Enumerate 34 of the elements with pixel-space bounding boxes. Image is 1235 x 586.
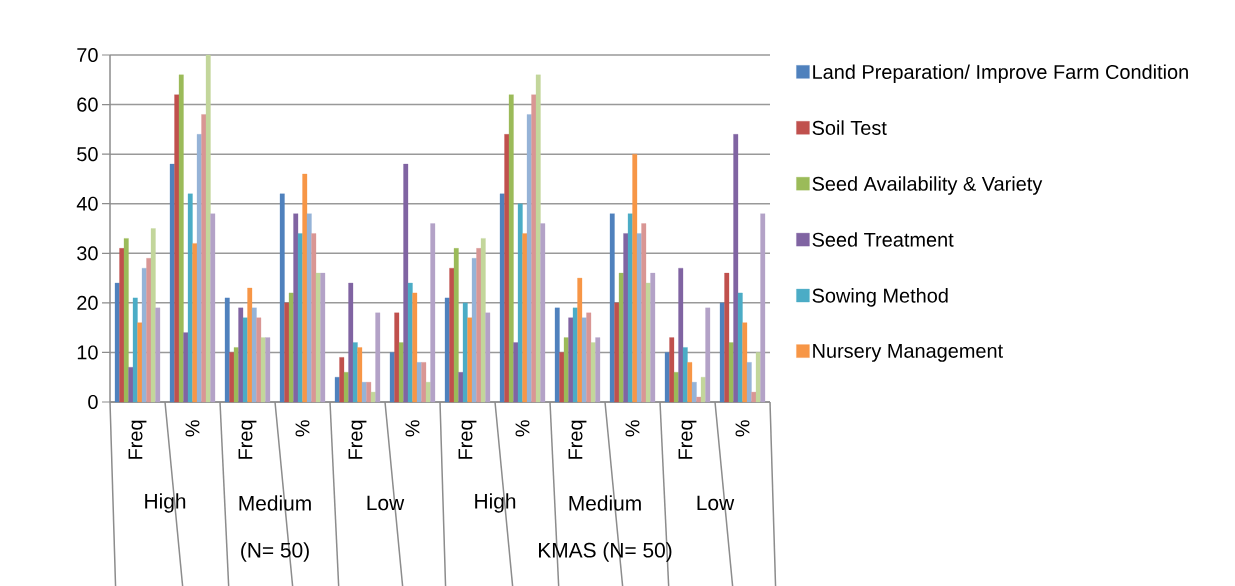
text: Medium [569,495,641,511]
y-tick-label: 70 [77,47,98,63]
x-tick-label: % [625,420,640,437]
x-tick-label: Freq [458,420,477,459]
x-tick-label: % [185,420,200,437]
x-tick-label: % [515,420,530,437]
x-tick-label: % [295,420,310,437]
x-tick-label: % [735,420,750,437]
text: KMAS (N= 50) [539,542,672,562]
legend-label: Sowing Method [812,288,948,307]
x-tick-label: Freq [348,420,367,459]
x-tick-label: Freq [678,420,697,459]
text: High [145,493,186,513]
y-tick-label: 10 [77,345,98,360]
y-tick-label: 30 [77,246,98,261]
legend-label: Seed Availability & Variety [812,176,1043,195]
y-tick-label: 60 [77,97,98,112]
text: Low [697,495,735,511]
legend-label: Nursery Management [813,343,1003,362]
legend-label: Land Preparation/ Improve Farm Condition [813,64,1188,83]
text: Medium [239,495,311,511]
x-tick-label: % [405,420,420,437]
text: Low [367,495,405,511]
legend-label: Soil Test [812,120,887,135]
legend-label: Seed Treatment [812,232,954,247]
x-tick-label: Freq [238,420,257,459]
text: High [475,493,516,513]
x-tick-label: Freq [128,420,147,459]
y-tick-label: 0 [88,394,98,410]
y-tick-label: 50 [77,147,98,162]
y-tick-label: 40 [76,196,98,211]
x-tick-label: Freq [568,420,587,459]
y-tick-label: 20 [77,295,98,310]
text: (N= 50) [241,542,309,562]
